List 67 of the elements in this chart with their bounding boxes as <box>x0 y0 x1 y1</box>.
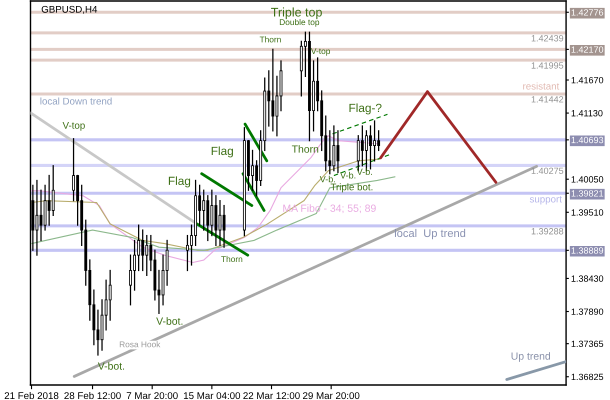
x-tick-label: 28 Feb 12:00 <box>64 392 121 400</box>
candlestick <box>133 240 136 291</box>
annotation: V-b. <box>356 168 372 175</box>
candlestick <box>210 190 214 236</box>
y-tick-label: 1.39510 <box>572 209 604 216</box>
y-tick-label: 1.37890 <box>572 308 604 315</box>
candlestick <box>72 138 75 202</box>
annotation: Thorn <box>260 36 281 42</box>
candlestick <box>129 254 132 306</box>
candlestick <box>271 48 274 132</box>
y-tick-label: 1.36825 <box>572 374 604 380</box>
x-tick-label: 22 Mar 12:00 <box>243 392 300 400</box>
x-tick-label: 7 Mar 20:00 <box>126 392 178 400</box>
candlestick <box>186 234 189 272</box>
y-tick-label: 1.40050 <box>572 176 604 183</box>
annotation: Rosa Hook <box>120 341 160 348</box>
ref-line-label: 1.41442 <box>532 96 564 102</box>
chart-title: GBPUSD,H4 <box>42 6 98 14</box>
candlestick <box>369 125 372 170</box>
annotation: Flag-? <box>349 103 382 114</box>
ref-line-label: 1.42439 <box>532 35 564 42</box>
candlestick <box>137 224 140 272</box>
candlestick <box>332 125 336 172</box>
annotation: Double top <box>280 19 320 27</box>
ref-line-label: 1.40275 <box>532 168 564 174</box>
y-tick-label: 1.40693 <box>572 136 604 144</box>
candlestick <box>377 130 380 152</box>
ref-line-label: 1.41995 <box>532 62 564 69</box>
annotation: support <box>530 196 562 204</box>
candlestick <box>336 130 340 174</box>
x-tick-label: 21 Feb 2018 <box>4 392 58 400</box>
y-tick-label: 1.41670 <box>572 76 604 84</box>
y-tick-label: 1.38430 <box>572 275 604 282</box>
annotation: Up trend <box>512 352 550 362</box>
ref-line-label: 1.39288 <box>532 228 564 234</box>
candlestick <box>373 120 376 162</box>
candlestick <box>48 174 51 226</box>
annotation: local Down trend <box>40 97 112 105</box>
annotation: V-bot. <box>156 317 182 325</box>
annotation: resistant <box>523 82 560 90</box>
annotation: Thorn <box>292 145 318 153</box>
annotation: V-top <box>62 122 85 131</box>
annotation: Thorn <box>221 256 242 262</box>
y-tick-label: 1.38889 <box>572 247 604 254</box>
y-tick-label: 1.37365 <box>572 340 604 348</box>
candlestick <box>218 200 222 246</box>
candlestick <box>36 180 38 256</box>
annotation: V-bot. <box>98 362 124 370</box>
y-tick-label: 1.42170 <box>572 46 604 53</box>
x-tick-label: 15 Mar 04:00 <box>184 392 240 400</box>
candlestick <box>202 190 206 231</box>
y-tick-label: 1.41130 <box>572 110 603 116</box>
annotation: Triple bot. <box>330 183 372 192</box>
x-tick-label: 29 Mar 20:00 <box>303 392 360 400</box>
candlestick <box>222 204 226 248</box>
annotation: local Up trend <box>394 228 466 240</box>
annotation: V-top <box>310 48 330 56</box>
annotation: V-b. <box>320 176 335 182</box>
annotation: Flag <box>168 176 190 188</box>
annotation: Triple top <box>271 7 322 20</box>
candlestick <box>40 190 42 242</box>
annotation: V-b. <box>340 172 356 179</box>
y-tick-label: 1.42776 <box>572 9 604 16</box>
y-tick-label: 1.39821 <box>572 190 604 197</box>
candlestick <box>360 125 364 166</box>
candlestick <box>108 270 112 321</box>
annotation: Flag <box>212 146 233 158</box>
